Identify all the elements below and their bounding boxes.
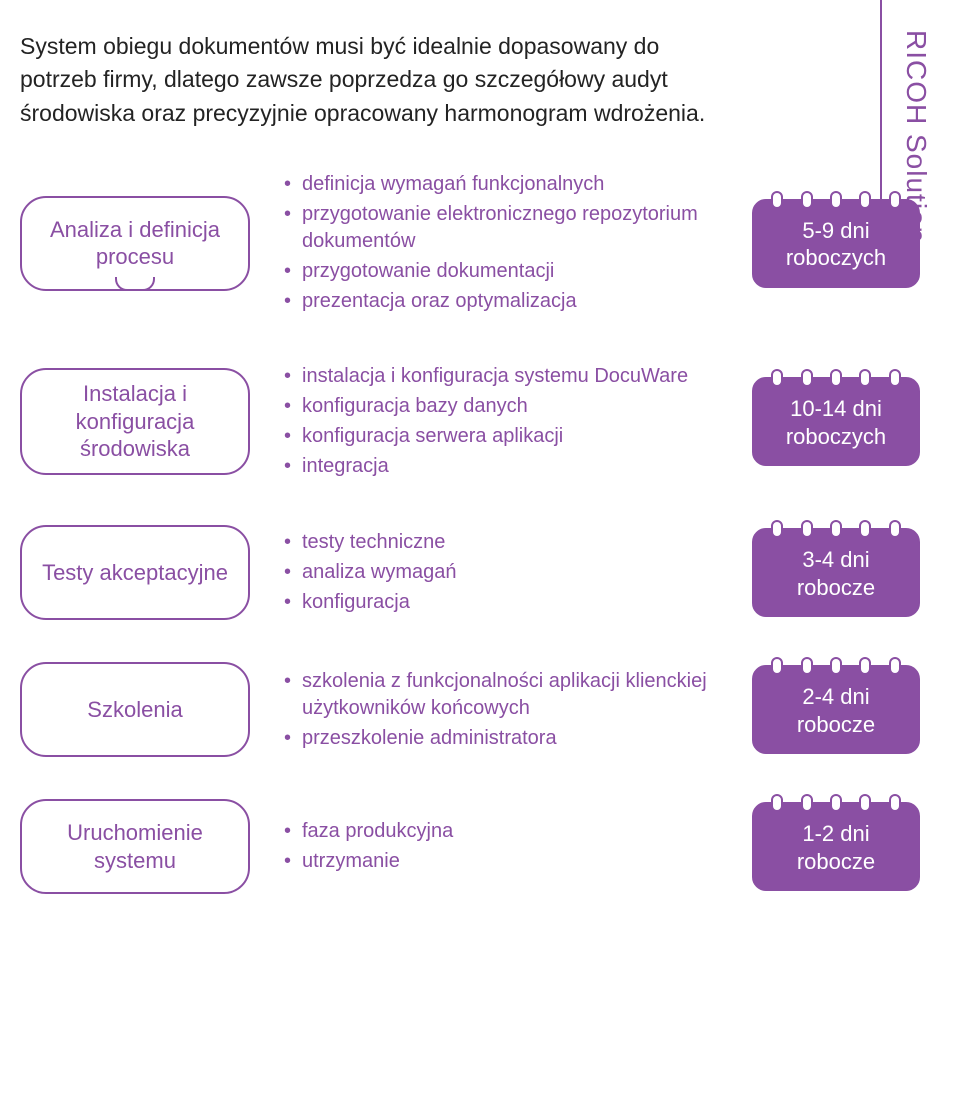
duration-badge: 1-2 dnirobocze bbox=[752, 802, 920, 891]
stage-box: Instalacja i konfiguracja środowiska bbox=[20, 368, 250, 475]
duration-line1: 1-2 dni bbox=[764, 820, 908, 848]
calendar-ring bbox=[830, 794, 842, 812]
duration-line2: roboczych bbox=[764, 244, 908, 272]
bullet-item: przeszkolenie administratora bbox=[284, 725, 718, 752]
calendar-ring bbox=[801, 657, 813, 675]
duration-line1: 5-9 dni bbox=[764, 217, 908, 245]
calendar-ring bbox=[830, 191, 842, 209]
duration-line2: robocze bbox=[764, 848, 908, 876]
bullet-item: przygotowanie elektronicznego repozytori… bbox=[284, 201, 718, 255]
calendar-ring bbox=[859, 369, 871, 387]
stage-bullets: testy techniczne analiza wymagań konfigura… bbox=[284, 526, 718, 619]
bullet-item: prezentacja oraz optymalizacja bbox=[284, 288, 718, 315]
stage-bullets: szkolenia z funkcjonalności aplikacji kl… bbox=[284, 665, 718, 755]
bullet-item: instalacja i konfiguracja systemu DocuWa… bbox=[284, 363, 718, 390]
stage-bullets: instalacja i konfiguracja systemu DocuWa… bbox=[284, 360, 718, 483]
duration-line1: 3-4 dni bbox=[764, 546, 908, 574]
calendar-ring bbox=[830, 657, 842, 675]
bullet-item: analiza wymagań bbox=[284, 559, 718, 586]
calendar-ring bbox=[859, 794, 871, 812]
duration-line1: 10-14 dni bbox=[764, 395, 908, 423]
stage-title: Testy akceptacyjne bbox=[42, 559, 228, 587]
stage-notch bbox=[115, 277, 155, 291]
bullet-item: przygotowanie dokumentacji bbox=[284, 258, 718, 285]
process-row: Uruchomienie systemu faza produkcyjna utrz… bbox=[20, 799, 920, 894]
process-row: Instalacja i konfiguracja środowiska inst… bbox=[20, 360, 920, 483]
bullet-item: integracja bbox=[284, 453, 718, 480]
stage-bullets: definicja wymagań funkcjonalnych przygoto… bbox=[284, 168, 718, 318]
stage-box: Szkolenia bbox=[20, 662, 250, 757]
calendar-ring bbox=[801, 191, 813, 209]
stage-title: Instalacja i konfiguracja środowiska bbox=[36, 380, 234, 463]
calendar-ring bbox=[889, 657, 901, 675]
calendar-ring bbox=[801, 794, 813, 812]
process-rows: Analiza i definicja procesu definicja wym… bbox=[20, 168, 920, 894]
duration-badge: 5-9 dniroboczych bbox=[752, 199, 920, 288]
bullet-item: konfiguracja bbox=[284, 589, 718, 616]
calendar-ring bbox=[859, 657, 871, 675]
duration-badge: 3-4 dnirobocze bbox=[752, 528, 920, 617]
process-row: Analiza i definicja procesu definicja wym… bbox=[20, 168, 920, 318]
stage-title: Uruchomienie systemu bbox=[36, 819, 234, 874]
process-row: Szkolenia szkolenia z funkcjonalności apl… bbox=[20, 662, 920, 757]
calendar-ring bbox=[801, 369, 813, 387]
bullet-item: definicja wymagań funkcjonalnych bbox=[284, 171, 718, 198]
calendar-ring bbox=[771, 657, 783, 675]
bullet-item: konfiguracja serwera aplikacji bbox=[284, 423, 718, 450]
calendar-rings bbox=[754, 794, 918, 812]
calendar-rings bbox=[754, 520, 918, 538]
calendar-ring bbox=[830, 369, 842, 387]
bullet-item: faza produkcyjna bbox=[284, 818, 718, 845]
calendar-ring bbox=[889, 794, 901, 812]
duration-line2: roboczych bbox=[764, 423, 908, 451]
calendar-rings bbox=[754, 191, 918, 209]
calendar-ring bbox=[801, 520, 813, 538]
stage-box: Analiza i definicja procesu bbox=[20, 196, 250, 291]
calendar-ring bbox=[889, 369, 901, 387]
calendar-ring bbox=[830, 520, 842, 538]
calendar-ring bbox=[889, 191, 901, 209]
calendar-ring bbox=[771, 369, 783, 387]
calendar-ring bbox=[889, 520, 901, 538]
stage-title: Analiza i definicja procesu bbox=[36, 216, 234, 271]
duration-line1: 2-4 dni bbox=[764, 683, 908, 711]
duration-badge: 10-14 dniroboczych bbox=[752, 377, 920, 466]
duration-line2: robocze bbox=[764, 711, 908, 739]
stage-box: Testy akceptacyjne bbox=[20, 525, 250, 620]
bullet-item: szkolenia z funkcjonalności aplikacji kl… bbox=[284, 668, 718, 722]
calendar-ring bbox=[771, 520, 783, 538]
calendar-ring bbox=[771, 191, 783, 209]
bullet-item: konfiguracja bazy danych bbox=[284, 393, 718, 420]
calendar-ring bbox=[859, 191, 871, 209]
stage-bullets: faza produkcyjna utrzymanie bbox=[284, 815, 718, 878]
intro-paragraph: System obiegu dokumentów musi być idealn… bbox=[20, 30, 740, 130]
calendar-rings bbox=[754, 369, 918, 387]
calendar-ring bbox=[859, 520, 871, 538]
stage-title: Szkolenia bbox=[87, 696, 182, 724]
calendar-rings bbox=[754, 657, 918, 675]
duration-badge: 2-4 dnirobocze bbox=[752, 665, 920, 754]
bullet-item: testy techniczne bbox=[284, 529, 718, 556]
calendar-ring bbox=[771, 794, 783, 812]
duration-line2: robocze bbox=[764, 574, 908, 602]
stage-box: Uruchomienie systemu bbox=[20, 799, 250, 894]
process-row: Testy akceptacyjne testy techniczne analiz… bbox=[20, 525, 920, 620]
bullet-item: utrzymanie bbox=[284, 848, 718, 875]
